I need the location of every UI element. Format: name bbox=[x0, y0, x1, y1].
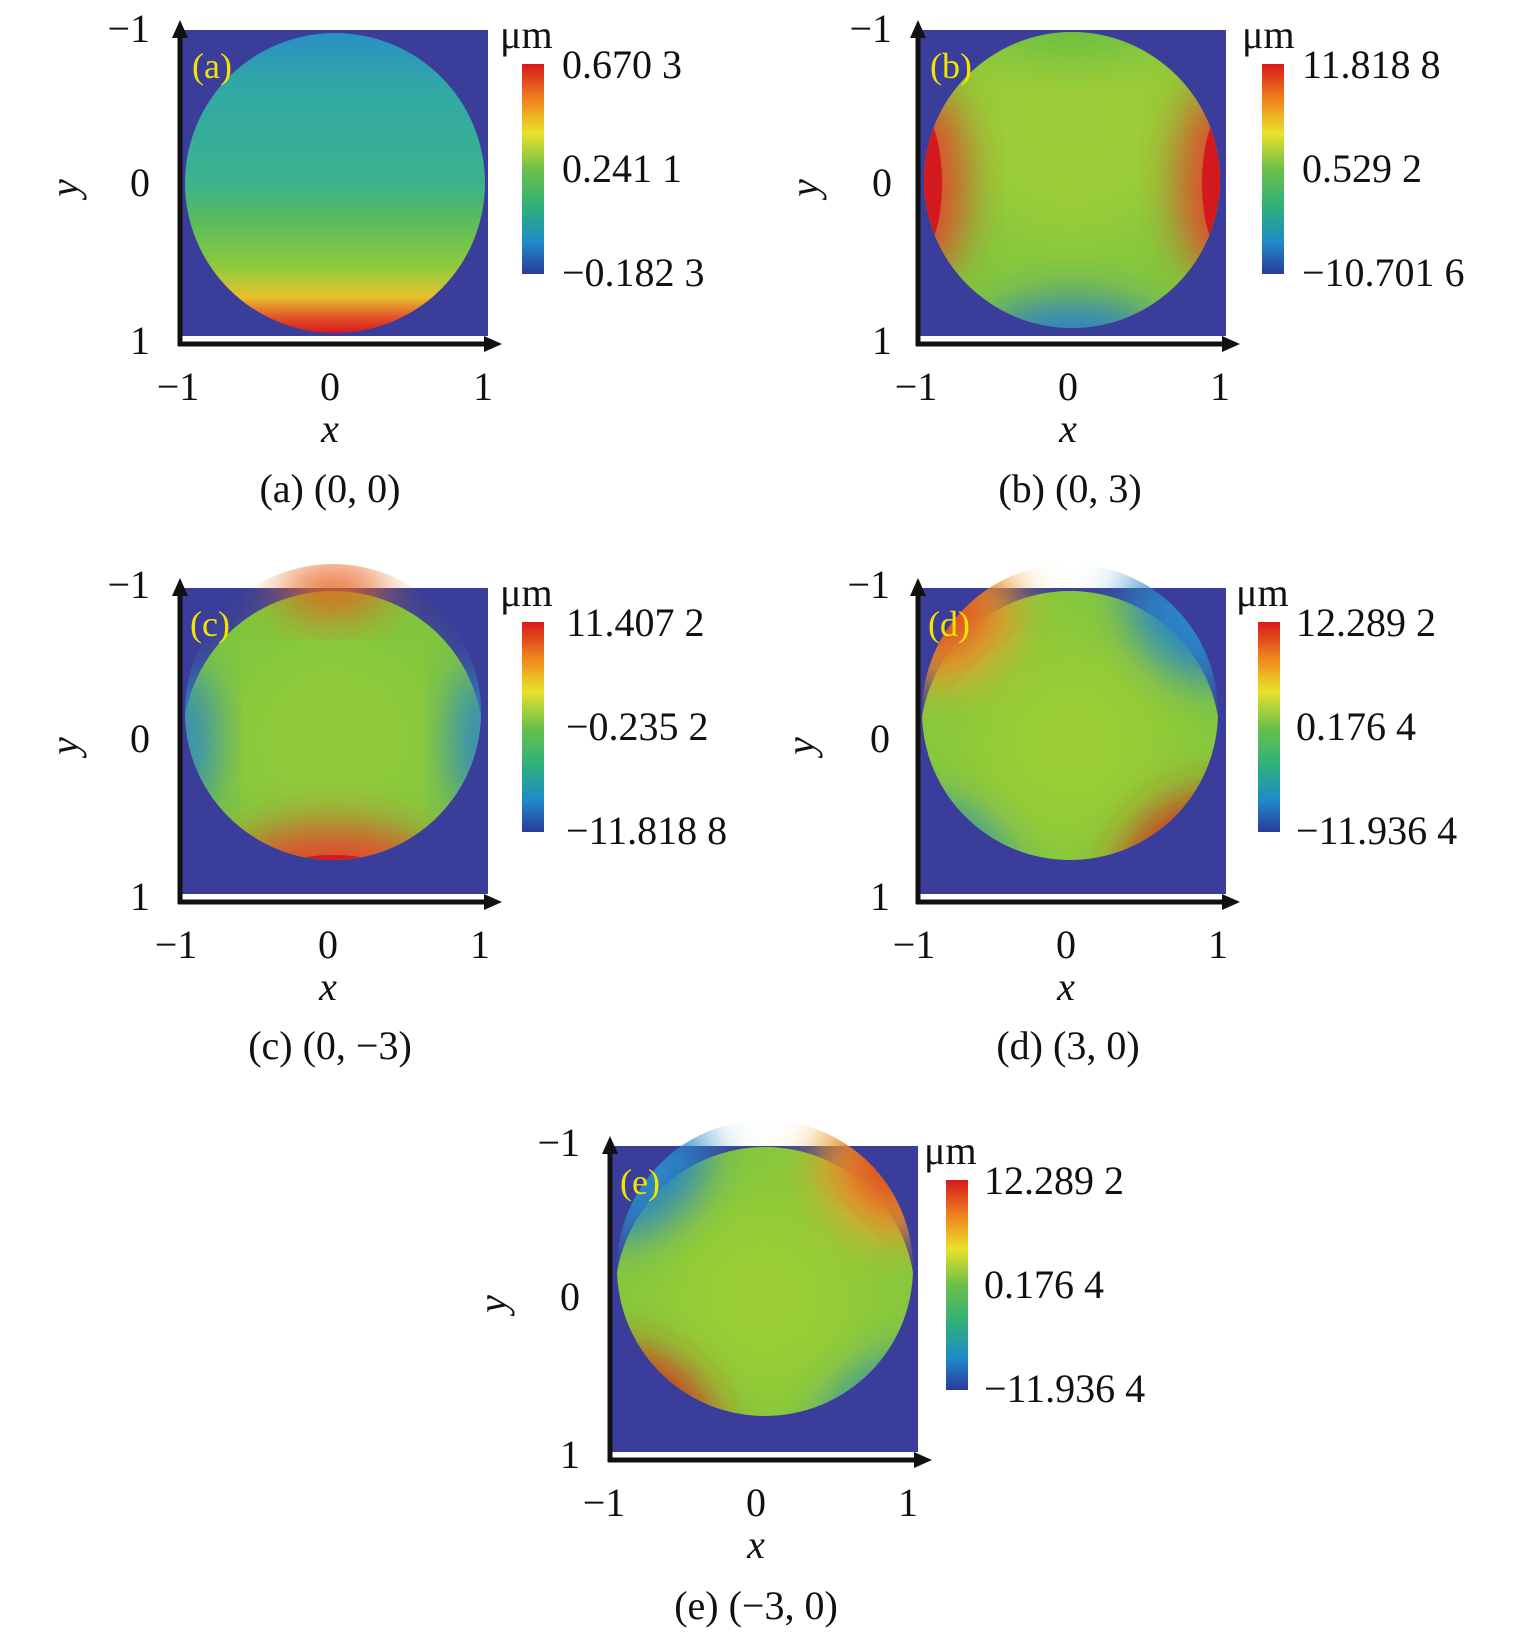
y-tick-c-bottom: 1 bbox=[130, 874, 150, 919]
y-tick-b-mid: 0 bbox=[872, 160, 892, 205]
y-tick-e-bottom: 1 bbox=[560, 1432, 580, 1477]
x-axis-arrow-e bbox=[914, 1452, 932, 1468]
x-axis-arrow-b bbox=[1222, 336, 1240, 352]
y-axis-arrow-c bbox=[172, 578, 188, 596]
y-tick-a-mid: 0 bbox=[130, 160, 150, 205]
colorbar-mid-d: 0.176 4 bbox=[1296, 704, 1416, 749]
colorbar-unit-c: μm bbox=[500, 570, 553, 615]
x-axis-label-c: x bbox=[318, 964, 337, 1009]
x-axis-arrow-d bbox=[1222, 894, 1240, 910]
colorbar-max-c: 11.407 2 bbox=[566, 600, 705, 645]
caption-d: (d) (3, 0) bbox=[996, 1023, 1140, 1068]
panel-letter-b: (b) bbox=[930, 46, 972, 86]
x-tick-c-right: 1 bbox=[470, 922, 490, 967]
y-tick-e-mid: 0 bbox=[560, 1274, 580, 1319]
x-tick-d-mid: 0 bbox=[1056, 922, 1076, 967]
panel-b: (b) −1 0 1 y −1 0 1 x μm 11.818 8 0.529 … bbox=[0, 0, 1535, 520]
colorbar-a bbox=[522, 64, 544, 274]
colorbar-min-d: −11.936 4 bbox=[1296, 808, 1457, 853]
panel-d: (d) −1 0 1 y −1 0 1 x μm 12.289 2 0.176 … bbox=[778, 562, 1457, 1068]
y-tick-c-top: −1 bbox=[107, 562, 150, 607]
x-axis-arrow-a bbox=[484, 336, 502, 352]
chart-d-svg: (d) −1 0 1 y −1 0 1 x μm 12.289 2 0.176 … bbox=[778, 562, 1457, 1009]
x-tick-b-left: −1 bbox=[895, 364, 938, 409]
colorbar-min-c: −11.818 8 bbox=[566, 808, 727, 853]
x-axis-label-e: x bbox=[746, 1522, 765, 1567]
colorbar-max-e: 12.289 2 bbox=[984, 1158, 1124, 1203]
chart-a-svg: (a) −1 0 1 y −1 0 1 x μm 0.670 3 0.241 1… bbox=[42, 6, 705, 451]
x-tick-a-right: 1 bbox=[473, 364, 493, 409]
y-axis-arrow-d bbox=[910, 578, 926, 596]
y-tick-e-top: −1 bbox=[537, 1120, 580, 1165]
y-tick-b-top: −1 bbox=[849, 6, 892, 51]
y-axis-label-b: y bbox=[782, 179, 827, 201]
colorbar-d bbox=[1258, 622, 1280, 832]
caption-b: (b) (0, 3) bbox=[998, 466, 1142, 511]
colorbar-unit-a: μm bbox=[500, 12, 553, 57]
x-axis-label-d: x bbox=[1056, 964, 1075, 1009]
y-axis-arrow-a bbox=[172, 20, 188, 38]
chart-b-svg: (b) −1 0 1 y −1 0 1 x μm 11.818 8 0.529 … bbox=[782, 6, 1465, 451]
colorbar-max-a: 0.670 3 bbox=[562, 42, 682, 87]
colorbar-unit-d: μm bbox=[1236, 570, 1289, 615]
x-tick-c-mid: 0 bbox=[318, 922, 338, 967]
x-tick-c-left: −1 bbox=[155, 922, 198, 967]
colorbar-min-e: −11.936 4 bbox=[984, 1366, 1145, 1411]
y-tick-c-mid: 0 bbox=[130, 716, 150, 761]
colorbar-mid-e: 0.176 4 bbox=[984, 1262, 1104, 1307]
y-axis-arrow-b bbox=[910, 20, 926, 38]
y-tick-a-bottom: 1 bbox=[130, 318, 150, 363]
panel-a: (a) −1 0 1 y −1 0 1 x μm 0.670 3 0.241 1… bbox=[0, 0, 760, 520]
x-tick-e-right: 1 bbox=[898, 1480, 918, 1525]
colorbar-max-d: 12.289 2 bbox=[1296, 600, 1436, 645]
colorbar-mid-a: 0.241 1 bbox=[562, 146, 682, 191]
y-tick-d-bottom: 1 bbox=[870, 874, 890, 919]
y-tick-a-top: −1 bbox=[107, 6, 150, 51]
colorbar-c bbox=[522, 622, 544, 832]
panel-letter-c: (c) bbox=[190, 604, 230, 644]
x-tick-e-mid: 0 bbox=[746, 1480, 766, 1525]
y-axis-label-e: y bbox=[470, 1295, 515, 1317]
aperture-map-d bbox=[922, 564, 1218, 860]
y-tick-d-top: −1 bbox=[847, 562, 890, 607]
y-tick-b-bottom: 1 bbox=[872, 318, 892, 363]
x-tick-a-mid: 0 bbox=[320, 364, 340, 409]
colorbar-b bbox=[1262, 64, 1284, 274]
y-axis-label-d: y bbox=[778, 737, 823, 759]
colorbar-mid-c: −0.235 2 bbox=[566, 704, 709, 749]
panel-letter-d: (d) bbox=[928, 604, 970, 644]
x-tick-a-left: −1 bbox=[157, 364, 200, 409]
y-axis-label-c: y bbox=[42, 737, 87, 759]
colorbar-max-b: 11.818 8 bbox=[1302, 42, 1441, 87]
panel-letter-a: (a) bbox=[192, 46, 232, 86]
x-tick-b-right: 1 bbox=[1210, 364, 1230, 409]
y-axis-label-a: y bbox=[42, 179, 87, 201]
colorbar-unit-e: μm bbox=[924, 1128, 977, 1173]
x-axis-arrow-c bbox=[484, 894, 502, 910]
x-tick-b-mid: 0 bbox=[1058, 364, 1078, 409]
x-tick-d-left: −1 bbox=[893, 922, 936, 967]
y-axis-arrow-e bbox=[602, 1136, 618, 1154]
aperture-map-b bbox=[924, 32, 1220, 328]
caption-c: (c) (0, −3) bbox=[248, 1023, 412, 1068]
panel-c: (c) −1 0 1 y −1 0 1 x μm 11.407 2 −0.235… bbox=[0, 0, 760, 1070]
panel-letter-e: (e) bbox=[620, 1162, 660, 1202]
colorbar-e bbox=[946, 1180, 968, 1390]
caption-e: (e) (−3, 0) bbox=[674, 1583, 838, 1628]
colorbar-unit-b: μm bbox=[1242, 12, 1295, 57]
x-axis-label-b: x bbox=[1058, 406, 1077, 451]
y-tick-d-mid: 0 bbox=[870, 716, 890, 761]
aperture-map-a bbox=[185, 33, 485, 333]
colorbar-min-a: −0.182 3 bbox=[562, 250, 705, 295]
caption-a: (a) (0, 0) bbox=[259, 466, 401, 511]
x-tick-d-right: 1 bbox=[1208, 922, 1228, 967]
colorbar-min-b: −10.701 6 bbox=[1302, 250, 1465, 295]
colorbar-mid-b: 0.529 2 bbox=[1302, 146, 1422, 191]
x-tick-e-left: −1 bbox=[583, 1480, 626, 1525]
chart-c-svg: (c) −1 0 1 y −1 0 1 x μm 11.407 2 −0.235… bbox=[42, 562, 727, 1009]
x-axis-label-a: x bbox=[320, 406, 339, 451]
